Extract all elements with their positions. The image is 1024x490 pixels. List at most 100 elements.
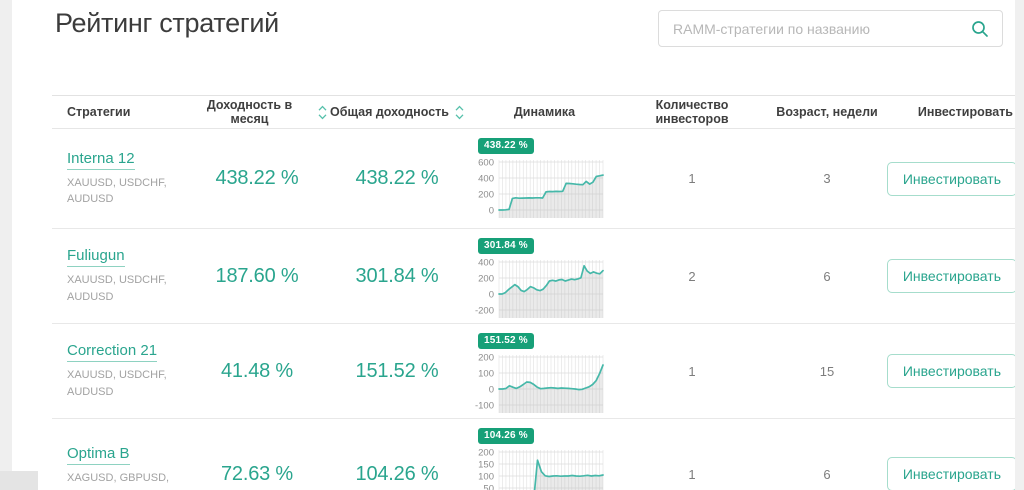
sparkline-chart: 600 400 200 0 bbox=[478, 158, 604, 218]
monthly-return-value: 438.22 % bbox=[215, 167, 299, 189]
monthly-return-value: 41.48 % bbox=[221, 359, 293, 382]
investors-count: 1 bbox=[688, 363, 696, 379]
sparkline-chart: 200150100500 bbox=[478, 448, 604, 490]
svg-text:600: 600 bbox=[478, 158, 494, 168]
invest-cell: Инвестировать bbox=[886, 259, 1017, 293]
investors-count: 1 bbox=[688, 466, 696, 482]
sort-icon[interactable] bbox=[318, 105, 327, 120]
dynamics-cell: 104.26 % 200150100500 bbox=[467, 419, 622, 490]
search-input[interactable] bbox=[673, 20, 970, 37]
total-return-cell: 104.26 % bbox=[327, 463, 467, 486]
invest-cell: Инвестировать bbox=[886, 457, 1017, 490]
age-cell: 15 bbox=[762, 364, 892, 379]
invest-cell: Инвестировать bbox=[886, 354, 1017, 388]
col-header-total-return[interactable]: Общая доходность bbox=[327, 105, 467, 120]
total-return-cell: 438.22 % bbox=[327, 167, 467, 190]
table-row: Fuliugun XAUUSD, USDCHF, AUDUSD 187.60 %… bbox=[52, 229, 1017, 324]
svg-text:100: 100 bbox=[478, 368, 494, 379]
strategy-cell: Interna 12 XAUUSD, USDCHF, AUDUSD bbox=[52, 150, 187, 208]
total-return-cell: 151.52 % bbox=[327, 360, 467, 383]
total-return-value: 438.22 % bbox=[355, 167, 439, 189]
table-row: Interna 12 XAUUSD, USDCHF, AUDUSD 438.22… bbox=[52, 129, 1017, 229]
page-right-margin bbox=[1015, 0, 1024, 490]
col-header-dynamics: Динамика bbox=[513, 105, 576, 119]
invest-button[interactable]: Инвестировать bbox=[886, 161, 1017, 196]
svg-text:50: 50 bbox=[483, 483, 494, 490]
svg-text:0: 0 bbox=[489, 205, 494, 216]
monthly-return-value: 72.63 % bbox=[221, 462, 293, 485]
col-header-age-weeks: Возраст, недели bbox=[776, 105, 878, 119]
total-return-value: 301.84 % bbox=[355, 264, 439, 287]
col-header-investors-count: Количество инвесторов bbox=[655, 98, 729, 126]
investors-cell: 1 bbox=[622, 467, 762, 482]
investors-cell: 1 bbox=[622, 364, 762, 379]
monthly-return-cell: 41.48 % bbox=[187, 360, 327, 383]
dynamics-cell: 151.52 % 200 100 0 -100 bbox=[467, 324, 622, 418]
invest-cell: Инвестировать bbox=[886, 161, 1017, 196]
bottom-left-patch bbox=[0, 471, 38, 490]
age-cell: 6 bbox=[762, 269, 892, 284]
strategy-cell: Correction 21 XAUUSD, USDCHF, AUDUSD bbox=[52, 342, 187, 400]
strategy-instruments: XAGUSD, GBPUSD, EURUSD... bbox=[67, 472, 170, 490]
return-badge: 151.52 % bbox=[478, 333, 534, 349]
table-header: Стратегии Доходность в месяц Общая доход… bbox=[52, 95, 1017, 129]
dynamics-cell: 301.84 % 400 200 0 -200 bbox=[467, 229, 622, 323]
table-row: Correction 21 XAUUSD, USDCHF, AUDUSD 41.… bbox=[52, 324, 1017, 419]
svg-text:-100: -100 bbox=[475, 400, 494, 411]
total-return-value: 104.26 % bbox=[355, 462, 439, 485]
sort-icon[interactable] bbox=[455, 105, 464, 120]
strategy-instruments: XAUUSD, USDCHF, AUDUSD bbox=[67, 369, 167, 398]
investors-count: 1 bbox=[688, 171, 696, 186]
total-return-value: 151.52 % bbox=[355, 359, 439, 382]
strategy-cell: Optima B XAGUSD, GBPUSD, EURUSD... bbox=[52, 445, 187, 490]
age-weeks: 15 bbox=[819, 363, 835, 379]
strategy-link[interactable]: Correction 21 bbox=[67, 342, 158, 362]
svg-text:-200: -200 bbox=[475, 305, 494, 316]
sparkline-chart: 400 200 0 -200 bbox=[475, 258, 604, 318]
page-left-margin bbox=[0, 0, 12, 490]
svg-text:0: 0 bbox=[489, 384, 494, 395]
age-cell: 6 bbox=[762, 467, 892, 482]
col-header-invest: Инвестировать bbox=[917, 105, 1013, 119]
svg-text:400: 400 bbox=[478, 173, 494, 184]
age-weeks: 6 bbox=[823, 268, 831, 284]
dynamics-cell: 438.22 % 600 400 200 0 bbox=[467, 129, 622, 228]
monthly-return-cell: 72.63 % bbox=[187, 463, 327, 486]
return-badge: 301.84 % bbox=[478, 238, 534, 254]
content-card: Рейтинг стратегий Стратегии Доходность в… bbox=[12, 0, 1017, 490]
search-icon[interactable] bbox=[970, 19, 990, 39]
investors-cell: 1 bbox=[622, 171, 762, 186]
svg-text:200: 200 bbox=[478, 273, 494, 284]
invest-button[interactable]: Инвестировать bbox=[886, 259, 1017, 293]
strategy-link[interactable]: Optima B bbox=[67, 445, 130, 465]
total-return-cell: 301.84 % bbox=[327, 265, 467, 288]
investors-count: 2 bbox=[688, 268, 696, 284]
strategy-cell: Fuliugun XAUUSD, USDCHF, AUDUSD bbox=[52, 247, 187, 305]
table-body: Interna 12 XAUUSD, USDCHF, AUDUSD 438.22… bbox=[52, 129, 1017, 490]
col-header-monthly-return[interactable]: Доходность в месяц bbox=[187, 98, 327, 126]
monthly-return-value: 187.60 % bbox=[215, 264, 299, 287]
sparkline-chart: 200 100 0 -100 bbox=[475, 353, 604, 413]
svg-text:200: 200 bbox=[478, 448, 494, 458]
strategies-table: Стратегии Доходность в месяц Общая доход… bbox=[52, 95, 1017, 490]
strategy-link[interactable]: Interna 12 bbox=[67, 150, 135, 170]
age-weeks: 6 bbox=[823, 466, 831, 482]
strategy-link[interactable]: Fuliugun bbox=[67, 247, 125, 267]
svg-text:200: 200 bbox=[478, 189, 494, 200]
return-badge: 104.26 % bbox=[478, 428, 534, 444]
svg-text:200: 200 bbox=[478, 353, 494, 363]
invest-button[interactable]: Инвестировать bbox=[886, 354, 1017, 388]
age-cell: 3 bbox=[762, 171, 892, 186]
return-badge: 438.22 % bbox=[478, 138, 534, 154]
search-box[interactable] bbox=[658, 10, 1003, 47]
monthly-return-cell: 187.60 % bbox=[187, 265, 327, 288]
invest-button[interactable]: Инвестировать bbox=[886, 457, 1017, 490]
age-weeks: 3 bbox=[823, 171, 831, 186]
svg-text:150: 150 bbox=[478, 459, 494, 470]
table-row: Optima B XAGUSD, GBPUSD, EURUSD... 72.63… bbox=[52, 419, 1017, 490]
investors-cell: 2 bbox=[622, 269, 762, 284]
svg-text:100: 100 bbox=[478, 471, 494, 482]
svg-text:0: 0 bbox=[489, 289, 494, 300]
page-title: Рейтинг стратегий bbox=[55, 8, 279, 38]
strategy-instruments: XAUUSD, USDCHF, AUDUSD bbox=[67, 176, 167, 206]
